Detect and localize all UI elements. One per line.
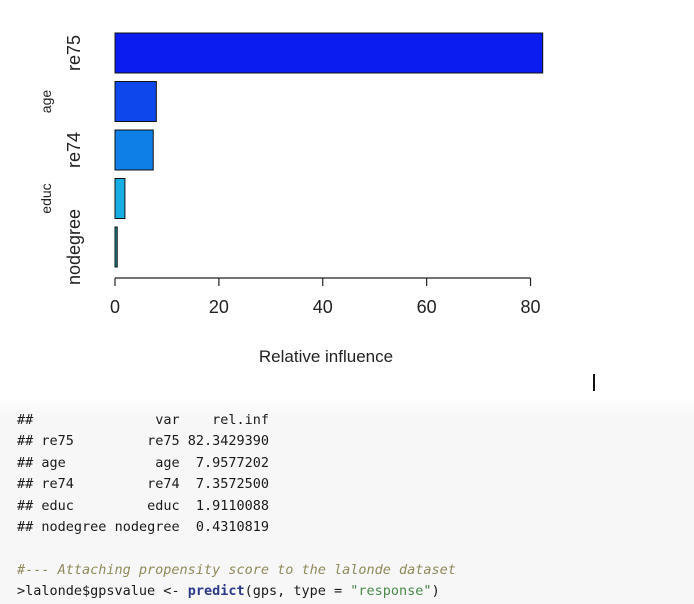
x-ticks-group: 0 20 40 60 80 bbox=[110, 278, 541, 317]
text-cursor bbox=[593, 374, 595, 391]
category-label-age: age bbox=[38, 90, 54, 114]
relative-influence-chart: re75 age re74 educ nodegree 0 20 40 60 80 Relati… bbox=[38, 32, 544, 366]
row-prefix: ## bbox=[17, 454, 34, 471]
row-rel: 0.4310819 bbox=[195, 519, 270, 536]
row-rel: 7.9577202 bbox=[195, 454, 270, 471]
header-prefix: ## bbox=[17, 412, 34, 428]
row-prefix: ## bbox=[17, 519, 34, 536]
category-label-re75: re75 bbox=[64, 35, 84, 71]
row-rel: 82.3429390 bbox=[187, 433, 270, 450]
row-var: educ bbox=[147, 497, 180, 514]
row-prefix: ## bbox=[17, 497, 34, 514]
row-name: re75 bbox=[41, 433, 74, 450]
row-var: re74 bbox=[147, 476, 180, 493]
row-var: re75 bbox=[147, 433, 180, 450]
x-tick-label-20: 20 bbox=[209, 297, 229, 317]
console-output: ## var rel.inf ## re75 re75 82.3429390 #… bbox=[17, 410, 456, 603]
x-tick-label-0: 0 bbox=[110, 297, 120, 317]
bar-nodegree bbox=[114, 226, 118, 268]
row-prefix: ## bbox=[17, 433, 34, 450]
row-name: educ bbox=[41, 497, 74, 514]
header-rel-inf: rel.inf bbox=[212, 412, 269, 428]
x-axis-title: Relative influence bbox=[259, 347, 393, 366]
code-lhs: lalonde$gpsvalue <- bbox=[25, 583, 188, 600]
code-args: (gps, type = bbox=[244, 583, 351, 600]
prompt: > bbox=[17, 583, 26, 600]
category-label-re74: re74 bbox=[64, 132, 84, 168]
bar-age bbox=[114, 81, 157, 122]
code-comment: #--- Attaching propensity score to the l… bbox=[17, 561, 456, 578]
category-labels-group: re75 age re74 educ nodegree bbox=[38, 35, 84, 285]
x-tick-label-40: 40 bbox=[313, 297, 333, 317]
row-var: nodegree bbox=[114, 519, 180, 536]
header-var: var bbox=[155, 412, 180, 428]
row-rel: 7.3572500 bbox=[195, 476, 270, 493]
row-name: age bbox=[41, 454, 66, 471]
bar-re75 bbox=[114, 32, 544, 74]
x-tick-label-60: 60 bbox=[417, 297, 437, 317]
category-label-nodegree: nodegree bbox=[64, 209, 84, 285]
bar-educ bbox=[114, 178, 126, 219]
code-close: ) bbox=[431, 583, 440, 600]
code-function: predict bbox=[187, 583, 245, 600]
console-output-panel bbox=[0, 398, 694, 604]
row-name: re74 bbox=[41, 476, 74, 493]
row-rel: 1.9110088 bbox=[195, 497, 270, 514]
bars-group bbox=[114, 32, 544, 268]
category-label-educ: educ bbox=[38, 183, 54, 213]
row-var: age bbox=[155, 454, 180, 471]
row-name: nodegree bbox=[41, 519, 107, 536]
row-prefix: ## bbox=[17, 476, 34, 493]
x-tick-label-80: 80 bbox=[521, 297, 541, 317]
bar-re74 bbox=[114, 129, 154, 171]
code-string: "response" bbox=[350, 583, 432, 600]
